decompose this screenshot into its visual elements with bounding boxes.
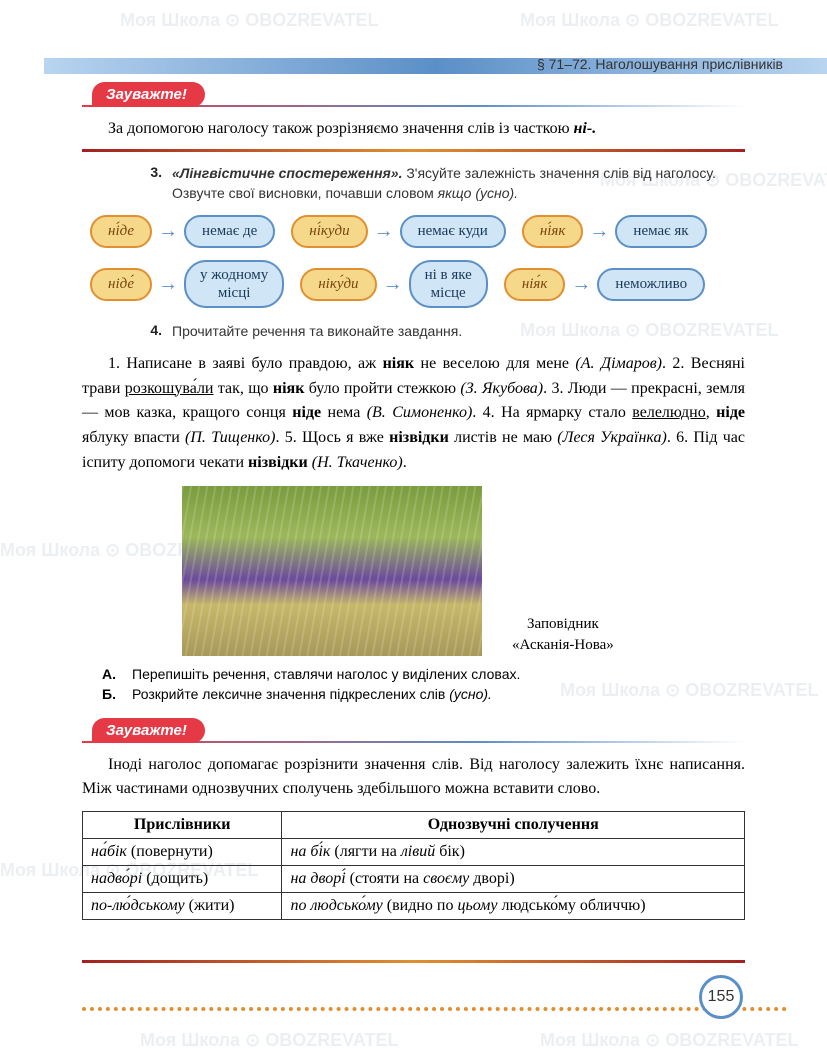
- pill-row-2: ніде́ → у жодному місці ніку́ди → ні в я…: [90, 260, 745, 308]
- meaning-pill: неможливо: [597, 268, 705, 301]
- subtask-text: Перепишіть речення, ставлячи наголос у в…: [132, 666, 745, 682]
- arrow-icon: →: [571, 273, 591, 296]
- meaning-pill: у жодному місці: [184, 260, 284, 308]
- reserve-photo: [182, 486, 482, 656]
- task-number: 3.: [132, 164, 162, 180]
- word-pill: ні́де: [90, 215, 152, 248]
- word-pill: ніде́: [90, 268, 152, 301]
- word-pill: нія́к: [504, 268, 566, 301]
- watermark: Моя Школа ⊙ OBOZREVATEL: [540, 1030, 799, 1051]
- gradient-rule: [82, 149, 745, 152]
- figure-row: Заповідник «Асканія-Нова»: [82, 486, 745, 656]
- table-row: по-лю́дському (жити) по людсько́му (видн…: [83, 892, 745, 919]
- arrow-icon: →: [589, 220, 609, 243]
- table-row: на́бік (повернути) на бі́к (лягти на лів…: [83, 838, 745, 865]
- subtask-a: А. Перепишіть речення, ставлячи наголос …: [102, 666, 745, 684]
- meaning-pill: немає як: [615, 215, 706, 248]
- stress-table: Прислівники Однозвучні сполучення на́бік…: [82, 811, 745, 920]
- pill-row-1: ні́де → немає де ні́куди → немає куди ні…: [90, 215, 745, 248]
- watermark: Моя Школа ⊙ OBOZREVATEL: [520, 10, 779, 31]
- task-3: 3. «Лінгвістичне спостереження». З'ясуйт…: [132, 164, 745, 203]
- meaning-pill: немає куди: [400, 215, 506, 248]
- word-pill: ні́як: [522, 215, 584, 248]
- word-pill: ні́куди: [291, 215, 367, 248]
- zavazhte-tag: Зауважте!: [92, 82, 205, 107]
- zavazhte-block-2: Зауважте!: [82, 718, 745, 743]
- pill-group: ні́як → немає як: [522, 215, 707, 248]
- arrow-icon: →: [383, 273, 403, 296]
- pill-group: ніде́ → у жодному місці: [90, 260, 284, 308]
- section-header: § 71–72. Наголошування прислівників: [537, 56, 783, 72]
- pill-group: ніку́ди → ні в яке місце: [300, 260, 488, 308]
- col-header-2: Однозвучні сполучення: [282, 811, 745, 838]
- subtask-letter: А.: [102, 666, 128, 682]
- pill-group: ні́куди → немає куди: [291, 215, 506, 248]
- task-text: «Лінгвістичне спостереження». З'ясуйте з…: [172, 164, 745, 203]
- subtask-b: Б. Розкрийте лексичне значення підкресле…: [102, 686, 745, 704]
- gradient-rule-bottom: [82, 960, 745, 963]
- dotted-rule: [82, 1007, 787, 1011]
- zavazhte-tag: Зауважте!: [92, 718, 205, 743]
- word-pill: ніку́ди: [300, 268, 376, 301]
- watermark: Моя Школа ⊙ OBOZREVATEL: [120, 10, 379, 31]
- exercise-sentences: 1. Написане в заяві було правдою, аж нія…: [82, 352, 745, 476]
- zavazhte-block: Зауважте!: [82, 82, 745, 107]
- pill-group: ні́де → немає де: [90, 215, 275, 248]
- subtask-text: Розкрийте лексичне значення підкреслених…: [132, 686, 745, 702]
- subtask-letter: Б.: [102, 686, 128, 702]
- task-number: 4.: [132, 322, 162, 338]
- meaning-pill: немає де: [184, 215, 275, 248]
- note-paragraph: Іноді наголос допомагає розрізнити значе…: [82, 753, 745, 801]
- figure-caption: Заповідник «Асканія-Нова»: [512, 614, 614, 656]
- col-header-1: Прислівники: [83, 811, 282, 838]
- page-number: 155: [699, 975, 743, 1019]
- arrow-icon: →: [374, 220, 394, 243]
- pill-group: нія́к → неможливо: [504, 268, 705, 301]
- meaning-pill: ні в яке місце: [409, 260, 488, 308]
- intro-paragraph: За допомогою наголосу також розрізняємо …: [82, 117, 745, 141]
- arrow-icon: →: [158, 273, 178, 296]
- arrow-icon: →: [158, 220, 178, 243]
- table-row: надво́рі (дощить) на дворі́ (стояти на с…: [83, 865, 745, 892]
- task-text: Прочитайте речення та виконайте завдання…: [172, 322, 745, 342]
- task-4: 4. Прочитайте речення та виконайте завда…: [132, 322, 745, 342]
- page-footer: 155: [82, 989, 787, 1019]
- watermark: Моя Школа ⊙ OBOZREVATEL: [140, 1030, 399, 1051]
- table-header-row: Прислівники Однозвучні сполучення: [83, 811, 745, 838]
